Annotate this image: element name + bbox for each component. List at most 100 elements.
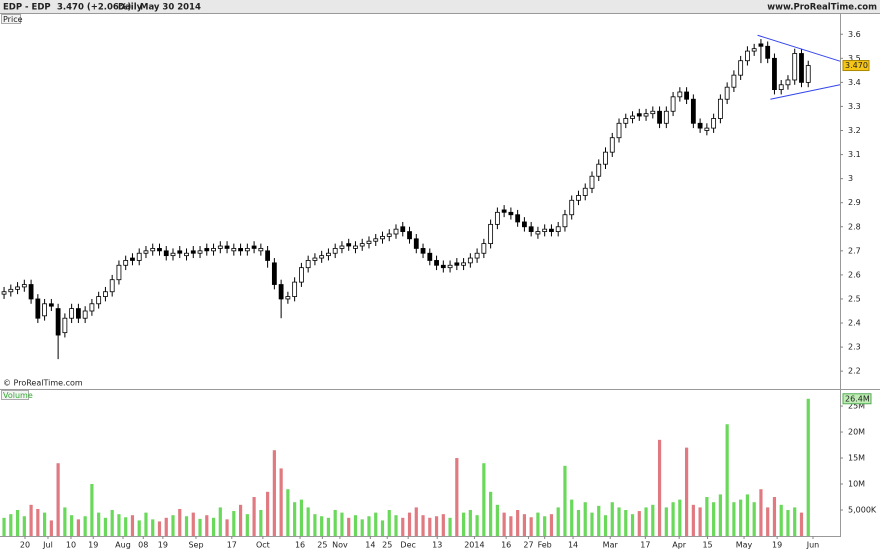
x-tick-label: 17 <box>227 541 237 550</box>
candle-body <box>386 233 392 237</box>
candle-body <box>278 284 284 300</box>
volume-bar <box>157 521 162 536</box>
volume-bar <box>29 504 33 536</box>
candle-body <box>184 252 189 257</box>
volume-bar <box>360 519 364 536</box>
candle-body <box>55 308 61 336</box>
candle-body <box>35 298 41 319</box>
volume-bar <box>597 505 601 536</box>
y-tick-label: 3.6 <box>848 30 861 39</box>
candle-body <box>96 296 102 305</box>
y-tick-label: 3.3 <box>848 102 861 111</box>
volume-bar <box>657 439 662 536</box>
candle-body <box>359 243 365 247</box>
candle-body <box>650 110 656 115</box>
volume-bar <box>130 515 135 536</box>
volume-bar <box>76 519 80 536</box>
candle-body <box>285 296 291 300</box>
candle-body <box>116 264 122 281</box>
volume-bar <box>583 502 587 536</box>
volume-bar <box>232 511 236 536</box>
y-tick-label: 2.5 <box>848 294 861 303</box>
x-tick-label: 16 <box>295 541 305 550</box>
volume-bar <box>225 519 229 536</box>
volume-bar <box>326 517 331 536</box>
x-tick-label: 25 <box>317 541 327 550</box>
candle-body <box>123 260 129 266</box>
candle-body <box>677 91 683 98</box>
volume-bar <box>340 512 344 536</box>
candle-body <box>508 211 514 216</box>
candle-body <box>758 43 764 47</box>
volume-bar <box>184 516 189 536</box>
candle-body <box>697 122 703 129</box>
price-label-box <box>1 14 21 24</box>
volume-bar <box>313 514 317 536</box>
volume-bar <box>448 517 452 536</box>
volume-bar <box>211 517 216 536</box>
candle-body <box>28 284 34 300</box>
x-tick-label: 14 <box>365 541 375 550</box>
volume-bar <box>725 424 729 536</box>
volume-bar <box>306 507 310 536</box>
candle-body <box>751 48 757 52</box>
candle-body <box>143 250 149 254</box>
volume-bar <box>380 520 385 536</box>
volume-bar <box>43 512 47 536</box>
candle-body <box>319 255 325 259</box>
volume-bar <box>191 512 195 536</box>
candle-body <box>670 96 676 112</box>
volume-bar <box>9 514 13 536</box>
x-tick-label: 10 <box>66 541 76 550</box>
x-tick-label: 14 <box>568 541 578 550</box>
volume-bar <box>124 517 128 536</box>
x-tick-label: Jun <box>806 541 820 550</box>
volume-bar <box>603 515 608 536</box>
candle-body <box>211 248 216 252</box>
x-tick-label: 20 <box>20 541 30 550</box>
candle-body <box>224 245 230 249</box>
x-tick-label: Apr <box>672 541 687 550</box>
volume-bar <box>2 517 6 536</box>
y-tick-label: 10M <box>848 480 865 489</box>
candle-body <box>231 248 237 252</box>
volume-bar <box>353 515 358 536</box>
candle-body <box>8 288 14 293</box>
volume-bar <box>543 516 547 536</box>
y-tick-label: 3.4 <box>848 78 861 87</box>
candle-body <box>332 248 338 254</box>
volume-bar <box>570 499 574 536</box>
volume-bar <box>266 491 270 536</box>
x-tick-label: Jul <box>42 541 53 550</box>
period: Daily <box>118 3 143 13</box>
candle-body <box>326 252 331 257</box>
volume-bar <box>434 516 439 536</box>
last-volume-label: 26.4M <box>845 394 870 403</box>
volume-bar <box>137 520 141 536</box>
volume-bar <box>455 458 459 536</box>
candle-body <box>494 211 500 225</box>
volume-bar <box>799 512 804 536</box>
x-tick-label: 16 <box>501 541 511 550</box>
volume-bar <box>36 508 40 536</box>
volume-bar <box>752 502 756 536</box>
volume-bar <box>103 517 108 536</box>
volume-bar <box>563 465 567 536</box>
price-title: Price <box>3 15 23 24</box>
y-tick-label: 2.3 <box>848 343 861 352</box>
candle-body <box>657 110 662 124</box>
y-tick-label: 15M <box>848 454 865 463</box>
volume-bar <box>651 504 655 536</box>
volume-bar <box>671 502 675 536</box>
candle-body <box>48 303 54 307</box>
volume-bar <box>367 516 371 536</box>
candle-body <box>292 281 298 297</box>
candle-body <box>204 248 210 252</box>
candle-body <box>366 240 372 245</box>
volume-bar <box>198 518 202 536</box>
candle-body <box>62 317 68 334</box>
x-tick-label: 15 <box>702 541 712 550</box>
candle-body <box>238 248 243 252</box>
x-tick-label: Nov <box>332 541 348 550</box>
